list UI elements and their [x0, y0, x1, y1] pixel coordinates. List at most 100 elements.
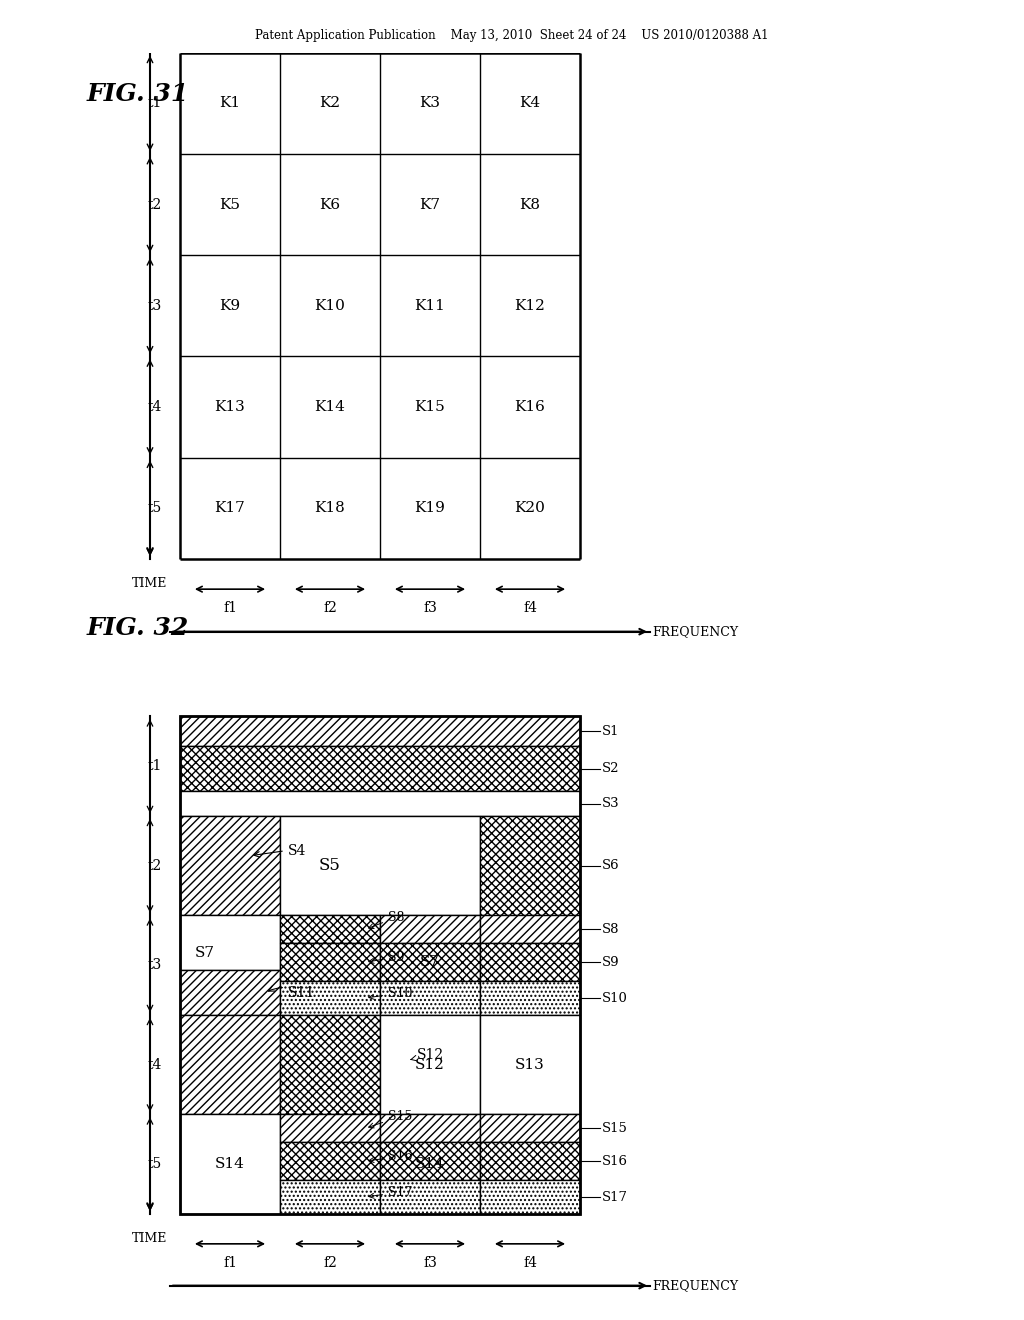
Text: S9: S9: [602, 956, 620, 969]
Text: TIME: TIME: [132, 1232, 168, 1245]
Bar: [280, 1015, 380, 1114]
Text: S4: S4: [288, 843, 306, 858]
Text: K4: K4: [519, 96, 541, 111]
Bar: [180, 791, 580, 816]
Text: f3: f3: [423, 1255, 437, 1270]
Text: K19: K19: [415, 502, 445, 515]
Text: K14: K14: [314, 400, 345, 414]
Bar: [380, 944, 480, 981]
Text: t1: t1: [147, 759, 162, 774]
Text: K6: K6: [319, 198, 341, 211]
Text: t2: t2: [147, 198, 162, 211]
Bar: [180, 916, 280, 970]
Text: f1: f1: [223, 1255, 237, 1270]
Text: t5: t5: [147, 502, 162, 515]
Text: S5: S5: [319, 857, 341, 874]
Text: t4: t4: [147, 1057, 162, 1072]
Text: K20: K20: [515, 502, 546, 515]
Text: t3: t3: [147, 958, 162, 973]
Text: f2: f2: [323, 1255, 337, 1270]
Bar: [480, 1015, 580, 1114]
Bar: [380, 981, 480, 1015]
Text: K9: K9: [219, 298, 241, 313]
Text: S15: S15: [369, 1110, 413, 1127]
Text: t5: t5: [147, 1158, 162, 1171]
Text: S10: S10: [602, 991, 628, 1005]
Text: S11: S11: [268, 986, 315, 1001]
Text: K7: K7: [420, 198, 440, 211]
Bar: [380, 1015, 480, 1114]
Bar: [180, 816, 280, 916]
Text: K8: K8: [519, 198, 541, 211]
Text: f1: f1: [223, 602, 237, 615]
Text: K11: K11: [415, 298, 445, 313]
Bar: [280, 1180, 380, 1214]
Text: f3: f3: [423, 602, 437, 615]
Text: S2: S2: [602, 762, 620, 775]
Bar: [480, 1114, 580, 1142]
Text: K10: K10: [314, 298, 345, 313]
Text: S6: S6: [602, 859, 620, 873]
Bar: [180, 717, 580, 1214]
Bar: [180, 1114, 280, 1214]
Text: S17: S17: [369, 1185, 413, 1199]
Text: FIG. 32: FIG. 32: [87, 616, 189, 640]
Text: TIME: TIME: [132, 577, 168, 590]
Text: t1: t1: [147, 96, 162, 111]
Bar: [480, 816, 580, 916]
Text: S1: S1: [602, 725, 620, 738]
Text: S15: S15: [602, 1122, 628, 1135]
Bar: [480, 1142, 580, 1180]
Text: S8: S8: [369, 911, 404, 928]
Text: S12: S12: [411, 1048, 443, 1061]
Text: FREQUENCY: FREQUENCY: [652, 626, 738, 638]
Bar: [180, 970, 280, 1015]
Text: S17: S17: [602, 1191, 628, 1204]
Text: S16: S16: [602, 1155, 628, 1168]
Text: f2: f2: [323, 602, 337, 615]
Bar: [380, 1180, 480, 1214]
Text: S7: S7: [420, 956, 440, 969]
Text: K17: K17: [215, 502, 246, 515]
Text: S7: S7: [195, 946, 215, 960]
Bar: [480, 944, 580, 981]
Bar: [380, 1114, 480, 1142]
Text: S14: S14: [415, 1158, 445, 1171]
Text: S9: S9: [369, 950, 404, 964]
Text: t2: t2: [147, 859, 162, 873]
Text: K15: K15: [415, 400, 445, 414]
Text: K3: K3: [420, 96, 440, 111]
Text: f4: f4: [523, 602, 537, 615]
Text: K12: K12: [515, 298, 546, 313]
Text: K13: K13: [215, 400, 246, 414]
Text: f4: f4: [523, 1255, 537, 1270]
Text: S10: S10: [369, 986, 413, 999]
Text: K1: K1: [219, 96, 241, 111]
Text: S13: S13: [515, 1057, 545, 1072]
Bar: [280, 1142, 380, 1180]
Bar: [280, 916, 380, 944]
Bar: [280, 1114, 380, 1142]
Bar: [180, 746, 580, 791]
Text: S16: S16: [369, 1150, 413, 1163]
Bar: [380, 916, 480, 944]
Text: K16: K16: [515, 400, 546, 414]
Text: S3: S3: [602, 797, 620, 810]
Bar: [180, 1015, 280, 1114]
Bar: [380, 1142, 480, 1180]
Bar: [480, 981, 580, 1015]
Bar: [280, 944, 380, 981]
Bar: [280, 816, 480, 916]
Text: FREQUENCY: FREQUENCY: [652, 1279, 738, 1292]
Text: S8: S8: [602, 923, 620, 936]
Text: t4: t4: [147, 400, 162, 414]
Text: t3: t3: [147, 298, 162, 313]
Text: FIG. 31: FIG. 31: [87, 82, 189, 106]
Text: Patent Application Publication    May 13, 2010  Sheet 24 of 24    US 2010/012038: Patent Application Publication May 13, 2…: [255, 29, 769, 42]
Text: K18: K18: [314, 502, 345, 515]
Bar: [480, 1180, 580, 1214]
Text: K5: K5: [219, 198, 241, 211]
Text: S14: S14: [215, 1158, 245, 1171]
Bar: [480, 916, 580, 944]
Text: S12: S12: [415, 1057, 445, 1072]
